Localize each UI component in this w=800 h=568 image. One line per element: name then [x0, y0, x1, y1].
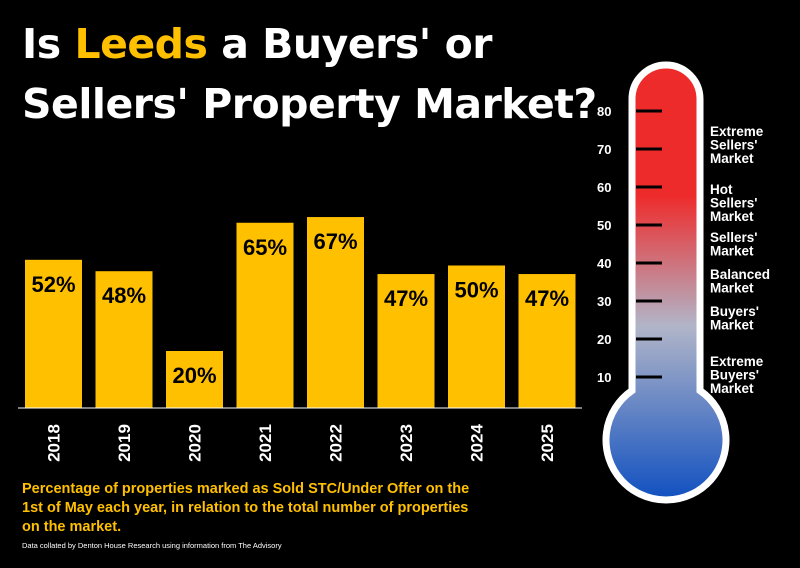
market-zone-label: Market [710, 381, 754, 396]
x-tick-label: 2021 [256, 424, 275, 462]
market-zone-label: Sellers' [710, 230, 758, 245]
market-zone-label: Market [710, 244, 754, 259]
bar-value-label: 52% [31, 272, 75, 297]
x-tick-label: 2020 [186, 424, 205, 462]
bar-value-label: 47% [525, 286, 569, 311]
bar-value-label: 48% [102, 283, 146, 308]
market-zone-label: Buyers' [710, 304, 759, 319]
x-tick-label: 2023 [397, 424, 416, 462]
thermometer-tick-label: 20 [597, 332, 611, 347]
thermometer-tick-label: 30 [597, 294, 611, 309]
data-source: Data collated by Denton House Research u… [22, 541, 282, 550]
bar-value-label: 20% [172, 363, 216, 388]
x-tick-label: 2019 [115, 424, 134, 462]
x-tick-label: 2025 [538, 424, 557, 462]
thermometer-tick-label: 80 [597, 104, 611, 119]
thermometer-tick-label: 70 [597, 142, 611, 157]
market-zone-label: Hot [710, 182, 733, 197]
x-tick-label: 2022 [327, 424, 346, 462]
market-zone-label: Market [710, 281, 754, 296]
market-zone-label: Sellers' [710, 138, 758, 153]
market-zone-label: Balanced [710, 267, 770, 282]
title-line2: Sellers' Property Market? [22, 80, 597, 128]
title-highlight: Leeds [74, 20, 208, 68]
thermometer-tick-label: 40 [597, 256, 611, 271]
market-zone-label: Market [710, 318, 754, 333]
thermometer-body [602, 61, 730, 504]
title-part1: Is [22, 20, 75, 68]
market-zone-label: Buyers' [710, 368, 759, 383]
x-tick-label: 2018 [45, 424, 64, 462]
thermometer-tick-label: 60 [597, 180, 611, 195]
title-part2: a Buyers' or [207, 20, 492, 68]
bar-2025 [518, 274, 576, 408]
bar-2018 [25, 259, 82, 408]
market-zone-label: Extreme [710, 124, 764, 139]
x-tick-label: 2024 [468, 424, 487, 462]
market-zone-label: Market [710, 209, 754, 224]
bar-value-label: 65% [243, 235, 287, 260]
bar-2023 [377, 274, 435, 408]
bar-2021 [236, 222, 294, 408]
thermometer-tick-label: 50 [597, 218, 611, 233]
bar-2019 [95, 271, 153, 408]
bar-value-label: 67% [313, 229, 357, 254]
bar-2024 [448, 265, 505, 408]
market-zone-label: Market [710, 151, 754, 166]
bar-2020 [166, 351, 223, 408]
bar-value-label: 47% [384, 286, 428, 311]
bar-value-label: 50% [454, 278, 498, 303]
bar-2022 [307, 217, 364, 408]
page-title: Is Leeds a Buyers' or Sellers' Property … [22, 14, 597, 134]
thermometer-tick-label: 10 [597, 370, 611, 385]
bar-chart: 52% 2018 48% 2019 20% 2020 65% 2021 67% 2022 47% 20… [25, 217, 576, 462]
market-zone-label: Extreme [710, 354, 764, 369]
market-zone-label: Sellers' [710, 196, 758, 211]
chart-caption: Percentage of properties marked as Sold … [22, 481, 470, 535]
thermometer: 8070605040302010ExtremeSellers'MarketHot… [597, 61, 770, 504]
